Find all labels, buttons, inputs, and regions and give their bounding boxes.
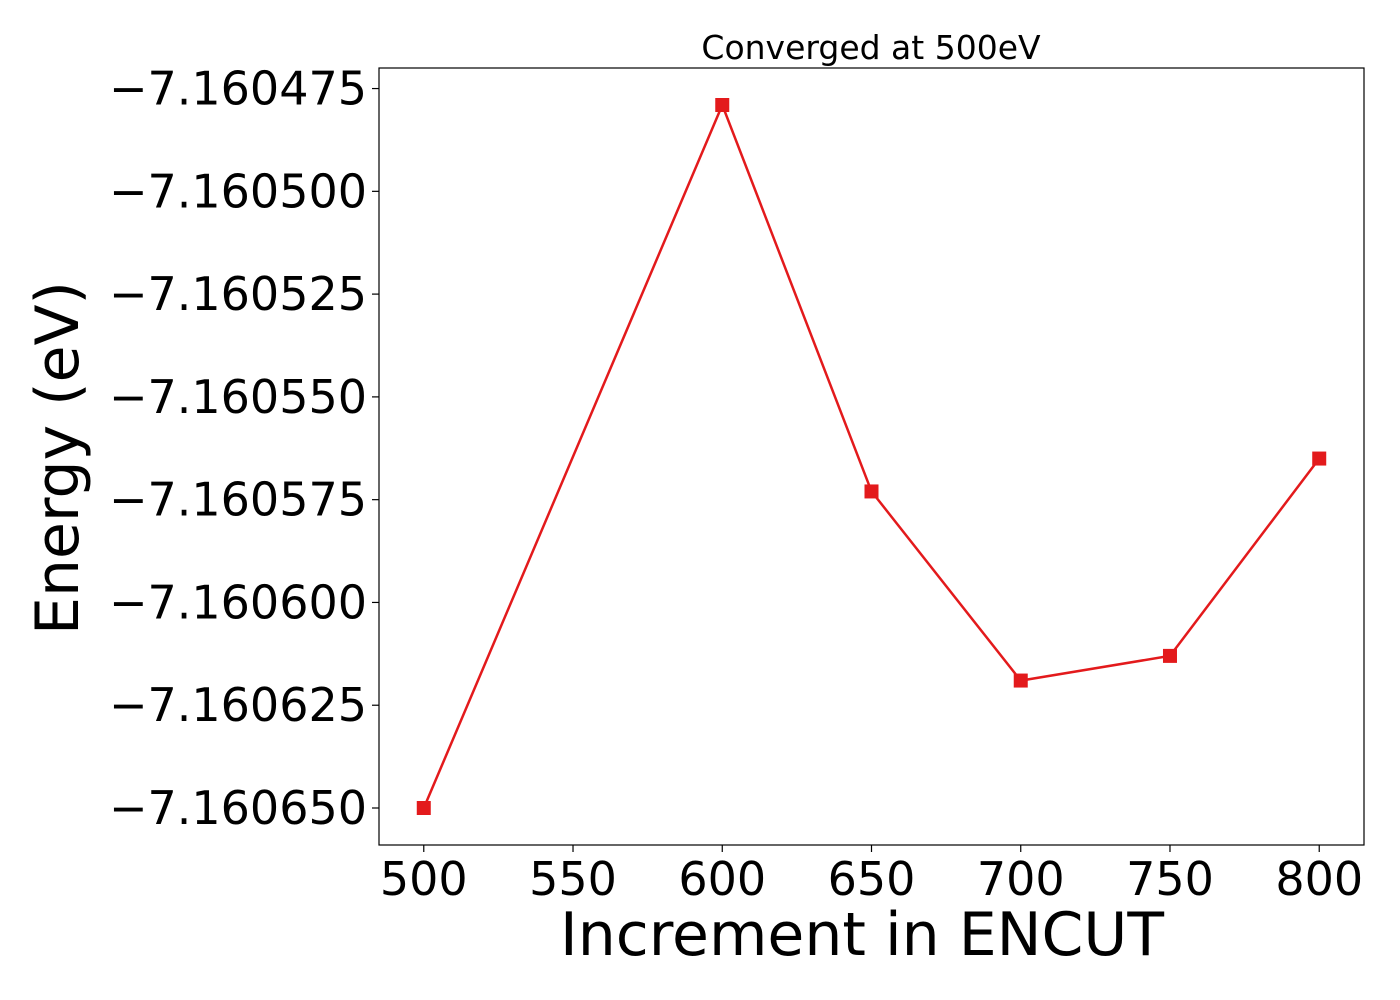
y-axis-ticks: −7.160475 −7.160500 −7.160525 −7.160550 −7.1… (109, 62, 379, 835)
x-tick-label: 750 (1126, 852, 1214, 906)
x-tick-label: 650 (828, 852, 916, 906)
y-tick-label: −7.160475 (109, 62, 367, 116)
data-point-marker (416, 801, 431, 815)
y-tick-label: −7.160625 (109, 678, 367, 732)
x-tick-label: 700 (977, 852, 1065, 906)
y-tick-label: −7.160550 (109, 370, 367, 424)
y-tick-label: −7.160575 (109, 473, 367, 527)
series-layer (416, 98, 1327, 815)
data-point-marker (1312, 451, 1327, 466)
chart-title: Converged at 500eV (701, 28, 1041, 67)
data-point-marker (715, 98, 730, 112)
data-point-marker (1162, 648, 1177, 663)
plot-frame (378, 67, 1365, 846)
x-axis-label: Increment in ENCUT (560, 900, 1164, 970)
y-tick-label: −7.160525 (109, 267, 367, 321)
series-line (422, 101, 1321, 809)
data-point-marker (1013, 673, 1028, 688)
y-tick-label: −7.160500 (109, 164, 367, 218)
y-tick-label: −7.160650 (109, 781, 367, 835)
x-tick-label: 600 (678, 852, 766, 906)
x-tick-label: 550 (529, 852, 617, 906)
y-tick-label: −7.160600 (109, 575, 367, 629)
data-point-marker (864, 484, 879, 499)
y-axis-label: Energy (eV) (23, 281, 93, 635)
x-axis-ticks: 500 550 600 650 700 750 800 (380, 845, 1363, 906)
x-tick-label: 500 (380, 852, 468, 906)
x-tick-label: 800 (1275, 852, 1363, 906)
